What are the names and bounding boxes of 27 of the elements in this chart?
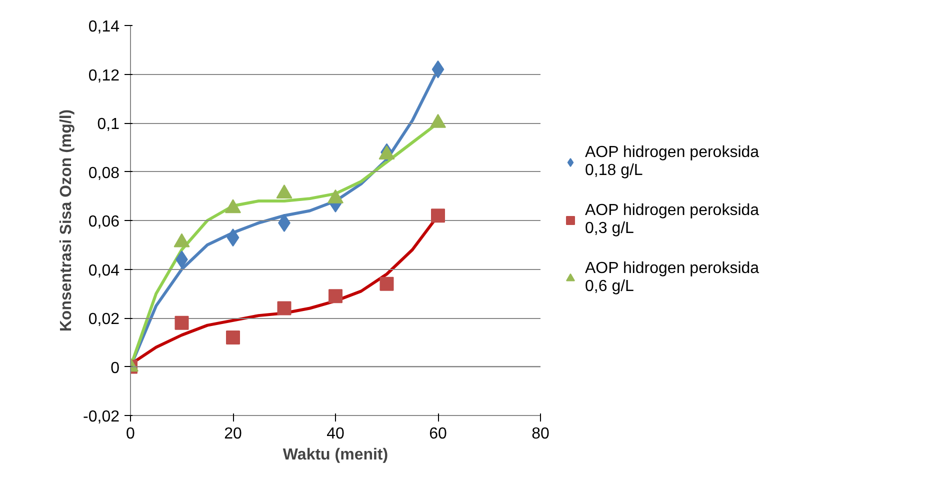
point [277, 301, 292, 316]
x-tick-label: 40 [326, 426, 344, 442]
y-tick-label: 0 [110, 360, 120, 377]
legend-label: AOP hidrogen peroksida 0,3 g/L [585, 202, 760, 238]
y-tick-label: 0,04 [88, 262, 120, 280]
y-axis-title: Konsentrasi Sisa Ozon (mg/l) [58, 109, 76, 332]
y-tick-label: 0,02 [88, 311, 120, 328]
point [431, 208, 445, 223]
x-tick-label: 80 [532, 426, 550, 442]
y-tick-label: -0,02 [83, 408, 120, 426]
legend-label: AOP hidrogen peroksida 0,6 g/L [585, 260, 760, 296]
y-tick-label: 0,08 [88, 164, 120, 182]
point [432, 60, 444, 78]
point [380, 276, 394, 291]
legend-label: AOP hidrogen peroksida 0,18 g/L [585, 144, 760, 180]
point [174, 316, 189, 330]
point [226, 228, 240, 247]
x-axis-title: Waktu (menit) [282, 446, 388, 464]
point [226, 330, 240, 344]
x-tick-label: 20 [224, 426, 242, 442]
y-tick-label: 0,14 [88, 18, 120, 36]
y-tick-label: 0,12 [88, 67, 120, 84]
y-tick-label: 0,06 [88, 214, 120, 230]
x-tick-label: 60 [429, 426, 447, 442]
y-tick-label: 0,1 [97, 116, 120, 133]
x-tick-label: 0 [126, 426, 136, 442]
point [328, 289, 342, 304]
